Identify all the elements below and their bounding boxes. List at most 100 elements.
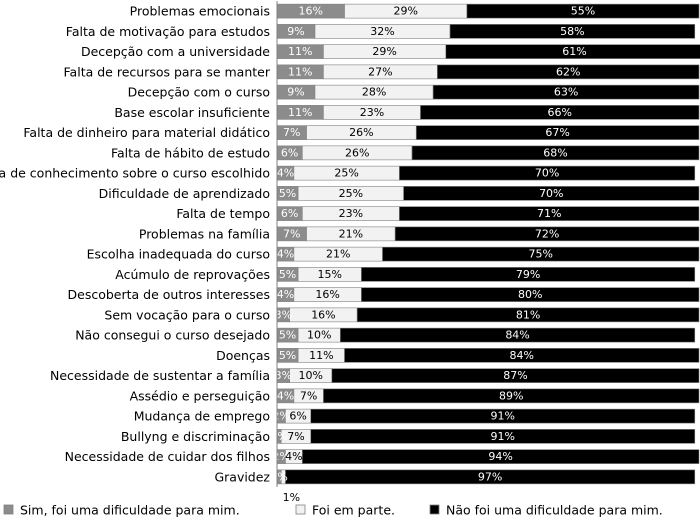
category-label: Sem vocação para o curso xyxy=(104,307,270,322)
data-label: 80% xyxy=(518,288,542,301)
data-label: 10% xyxy=(307,329,331,342)
data-label: 66% xyxy=(548,106,572,119)
bar-segment-nao-foi-uma-dificuldade-para-mim xyxy=(302,449,700,464)
data-label: 26% xyxy=(345,146,369,159)
data-label: 7% xyxy=(283,227,300,240)
annotation-label: 1% xyxy=(283,491,300,504)
category-label: Doenças xyxy=(216,348,270,363)
data-label: 6% xyxy=(281,146,298,159)
data-label: 32% xyxy=(370,25,394,38)
bar-segment-nao-foi-uma-dificuldade-para-mim xyxy=(432,84,700,100)
data-label: 84% xyxy=(505,329,529,342)
data-label: 11% xyxy=(288,106,312,119)
data-label: 4% xyxy=(277,167,294,180)
data-label: 97% xyxy=(478,470,502,483)
data-label: 1% xyxy=(270,470,287,483)
bar-segment-nao-foi-uma-dificuldade-para-mim xyxy=(437,64,700,80)
category-label: Falta de hábito de estudo xyxy=(111,145,270,160)
data-label: 91% xyxy=(491,430,515,443)
category-label: Falta de dinheiro para material didático xyxy=(23,125,270,140)
category-label: Dificuldade de aprendizado xyxy=(99,186,270,201)
bar-segment-nao-foi-uma-dificuldade-para-mim xyxy=(399,165,696,181)
bar-segment-nao-foi-uma-dificuldade-para-mim xyxy=(466,3,700,19)
data-label: 16% xyxy=(315,288,339,301)
data-label: 10% xyxy=(299,369,323,382)
category-label: Decepção com o curso xyxy=(128,85,270,100)
bar-segment-nao-foi-uma-dificuldade-para-mim xyxy=(411,145,700,161)
data-label: 4% xyxy=(277,248,294,261)
category-label: Base escolar insuficiente xyxy=(114,105,270,120)
category-label: Falta de motivação para estudos xyxy=(66,24,270,39)
data-label: 62% xyxy=(556,65,580,78)
bars xyxy=(276,3,700,485)
legend-label: Foi em parte. xyxy=(312,503,395,518)
bar-segment-nao-foi-uma-dificuldade-para-mim xyxy=(310,408,696,424)
data-label: 70% xyxy=(539,187,563,200)
legend-label: Sim, foi uma dificuldade para mim. xyxy=(20,503,240,518)
category-label: Gravidez xyxy=(214,469,270,484)
bar-segment-nao-foi-uma-dificuldade-para-mim xyxy=(285,469,696,485)
category-label: Assédio e perseguição xyxy=(130,388,270,403)
data-label: 81% xyxy=(516,308,540,321)
category-label: Acúmulo de reprovações xyxy=(115,267,270,282)
data-label: 5% xyxy=(279,268,296,281)
category-label: Escolha inadequada do curso xyxy=(87,247,270,262)
data-label: 27% xyxy=(368,65,392,78)
legend: Sim, foi uma dificuldade para mim. Foi em… xyxy=(3,503,663,518)
data-label: 4% xyxy=(277,288,294,301)
data-label: 7% xyxy=(283,126,300,139)
category-label: Decepção com a universidade xyxy=(81,44,270,59)
bar-segment-nao-foi-uma-dificuldade-para-mim xyxy=(449,24,696,39)
bar-segment-nao-foi-uma-dificuldade-para-mim xyxy=(356,307,700,323)
category-label: Problemas na família xyxy=(139,226,270,241)
data-label: 6% xyxy=(281,207,298,220)
data-label: 28% xyxy=(362,86,386,99)
bar-segment-nao-foi-uma-dificuldade-para-mim xyxy=(331,368,700,383)
data-label: 70% xyxy=(535,167,559,180)
data-label: 29% xyxy=(372,45,396,58)
data-label: 75% xyxy=(529,248,553,261)
bar-segment-nao-foi-uma-dificuldade-para-mim xyxy=(394,226,700,242)
bar-segment-nao-foi-uma-dificuldade-para-mim xyxy=(310,429,696,444)
legend-swatch-nao-foi-uma-dificuldade-para-mim xyxy=(429,504,440,515)
bar-segment-nao-foi-uma-dificuldade-para-mim xyxy=(445,44,700,59)
legend-swatch-sim-foi-uma-dificuldade-para-mim xyxy=(3,504,14,515)
data-label: 63% xyxy=(554,86,578,99)
data-label: 5% xyxy=(279,349,296,362)
bar-segment-nao-foi-uma-dificuldade-para-mim xyxy=(361,267,696,282)
data-label: 91% xyxy=(491,410,515,423)
category-label: Falta de recursos para se manter xyxy=(64,64,271,79)
data-label: 5% xyxy=(279,329,296,342)
data-label: 7% xyxy=(287,430,304,443)
data-label: 71% xyxy=(537,207,561,220)
data-label: 3% xyxy=(275,308,292,321)
data-label: 26% xyxy=(349,126,373,139)
data-label: 79% xyxy=(516,268,540,281)
data-label: 11% xyxy=(309,349,333,362)
data-label: 21% xyxy=(326,248,350,261)
legend-swatch-foi-em-parte xyxy=(295,504,306,515)
data-label: 87% xyxy=(503,369,527,382)
data-label: 89% xyxy=(499,389,523,402)
category-label: Bullyng e discriminação xyxy=(121,429,270,444)
category-label: Necessidade de cuidar dos filhos xyxy=(65,449,270,464)
data-label: 4% xyxy=(277,389,294,402)
data-label: 5% xyxy=(279,187,296,200)
category-label: Problemas emocionais xyxy=(130,4,270,19)
bar-segment-nao-foi-uma-dificuldade-para-mim xyxy=(339,327,696,343)
data-label: 6% xyxy=(289,410,306,423)
data-label: 68% xyxy=(543,146,567,159)
data-label: 16% xyxy=(311,308,335,321)
data-label: 3% xyxy=(275,369,292,382)
category-label: Não consegui o curso desejado xyxy=(75,328,270,343)
data-label: 9% xyxy=(287,86,304,99)
data-label: 11% xyxy=(288,65,312,78)
category-labels: Problemas emocionais Falta de motivação p… xyxy=(0,4,271,485)
bar-segment-nao-foi-uma-dificuldade-para-mim xyxy=(344,348,700,363)
bar-segment-nao-foi-uma-dificuldade-para-mim xyxy=(399,206,700,221)
data-label: 7% xyxy=(300,389,317,402)
category-label: Mudança de emprego xyxy=(134,409,270,424)
bar-segment-nao-foi-uma-dificuldade-para-mim xyxy=(361,287,700,302)
data-label: 55% xyxy=(571,5,595,18)
